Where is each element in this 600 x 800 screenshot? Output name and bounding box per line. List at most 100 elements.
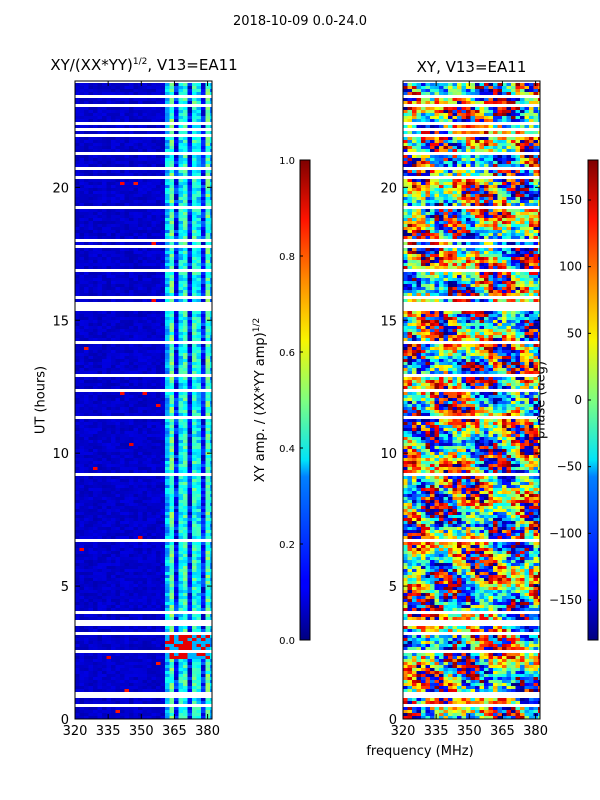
heatmap-cell xyxy=(102,407,107,410)
heatmap-cell xyxy=(201,347,206,350)
heatmap-cell xyxy=(115,407,121,410)
heatmap-cell xyxy=(196,590,202,593)
heatmap-cell xyxy=(192,587,197,590)
heatmap-cell xyxy=(183,575,188,578)
heatmap-cell xyxy=(187,371,193,374)
heatmap-cell xyxy=(178,641,184,644)
heatmap-cell xyxy=(169,248,175,251)
heatmap-cell xyxy=(75,233,80,236)
heatmap-cell xyxy=(102,518,107,521)
heatmap-cell xyxy=(151,212,157,215)
heatmap-cell xyxy=(75,335,80,338)
heatmap-cell xyxy=(201,215,206,218)
heatmap-cell xyxy=(183,215,188,218)
heatmap-cell xyxy=(106,470,112,473)
heatmap-cell xyxy=(111,332,116,335)
heatmap-cell xyxy=(196,677,202,680)
heatmap-cell xyxy=(111,347,116,350)
heatmap-cell xyxy=(115,662,121,665)
heatmap-cell xyxy=(75,353,80,356)
heatmap-cell xyxy=(183,218,188,221)
heatmap-cell xyxy=(142,707,148,710)
heatmap-cell xyxy=(133,707,139,710)
heatmap-cell xyxy=(156,605,161,608)
heatmap-cell xyxy=(97,281,103,284)
heatmap-cell xyxy=(205,710,211,713)
heatmap-cell xyxy=(133,197,139,200)
heatmap-cell xyxy=(187,278,193,281)
heatmap-cell xyxy=(133,377,139,380)
heatmap-cell xyxy=(183,494,188,497)
heatmap-cell xyxy=(97,332,103,335)
heatmap-cell xyxy=(102,461,107,464)
heatmap-cell xyxy=(142,332,148,335)
heatmap-cell xyxy=(178,233,184,236)
heatmap-cell xyxy=(88,368,94,371)
heatmap-cell xyxy=(142,218,148,221)
heatmap-cell xyxy=(151,680,157,683)
heatmap-cell xyxy=(205,434,211,437)
heatmap-cell xyxy=(111,446,116,449)
heatmap-cell xyxy=(192,713,197,716)
heatmap-cell xyxy=(124,446,130,449)
heatmap-cell xyxy=(196,425,202,428)
heatmap-cell xyxy=(79,689,85,692)
heatmap-cell xyxy=(187,173,193,176)
heatmap-cell xyxy=(111,395,116,398)
heatmap-cell xyxy=(79,221,85,224)
heatmap-cell xyxy=(120,596,125,599)
heatmap-cell xyxy=(205,566,211,569)
heatmap-cell xyxy=(201,701,206,704)
heatmap-cell xyxy=(169,401,175,404)
heatmap-cell xyxy=(147,653,152,656)
heatmap-cell xyxy=(183,557,188,560)
heatmap-cell xyxy=(205,494,211,497)
heatmap-cell xyxy=(79,431,85,434)
heatmap-cell xyxy=(93,215,98,218)
heatmap-cell xyxy=(147,215,152,218)
heatmap-cell xyxy=(192,407,197,410)
heatmap-cell xyxy=(115,392,121,395)
heatmap-cell xyxy=(205,377,211,380)
heatmap-cell xyxy=(210,410,212,413)
heatmap-cell xyxy=(111,215,116,218)
heatmap-cell xyxy=(97,644,103,647)
heatmap-cell xyxy=(75,533,80,536)
heatmap-cell xyxy=(79,596,85,599)
heatmap-cell xyxy=(124,254,130,257)
heatmap-cell xyxy=(115,545,121,548)
heatmap-cell xyxy=(124,593,130,596)
heatmap-cell xyxy=(88,488,94,491)
heatmap-cell xyxy=(97,572,103,575)
heatmap-cell xyxy=(138,677,143,680)
heatmap-cell xyxy=(129,455,134,458)
heatmap-cell xyxy=(106,488,112,491)
heatmap-cell xyxy=(84,503,89,506)
heatmap-cell xyxy=(169,482,175,485)
heatmap-cell xyxy=(169,689,175,692)
heatmap-cell xyxy=(88,236,94,239)
heatmap-cell xyxy=(106,617,112,620)
heatmap-cell xyxy=(142,260,148,263)
heatmap-cell xyxy=(138,164,143,167)
heatmap-cell xyxy=(133,353,139,356)
heatmap-cell xyxy=(106,443,112,446)
heatmap-cell xyxy=(210,422,212,425)
heatmap-cell xyxy=(120,248,125,251)
heatmap-cell xyxy=(156,191,161,194)
heatmap-cell xyxy=(120,452,125,455)
heatmap-cell xyxy=(205,251,211,254)
heatmap-cell xyxy=(97,716,103,719)
heatmap-cell xyxy=(160,629,166,632)
heatmap-cell xyxy=(88,635,94,638)
heatmap-cell xyxy=(124,164,130,167)
heatmap-cell xyxy=(106,179,112,182)
heatmap-cell xyxy=(124,485,130,488)
heatmap-cell xyxy=(210,614,212,617)
heatmap-cell xyxy=(129,713,134,716)
heatmap-cell xyxy=(106,575,112,578)
heatmap-cell xyxy=(210,233,212,236)
heatmap-cell xyxy=(178,485,184,488)
heatmap-cell xyxy=(192,617,197,620)
heatmap-cell xyxy=(102,476,107,479)
